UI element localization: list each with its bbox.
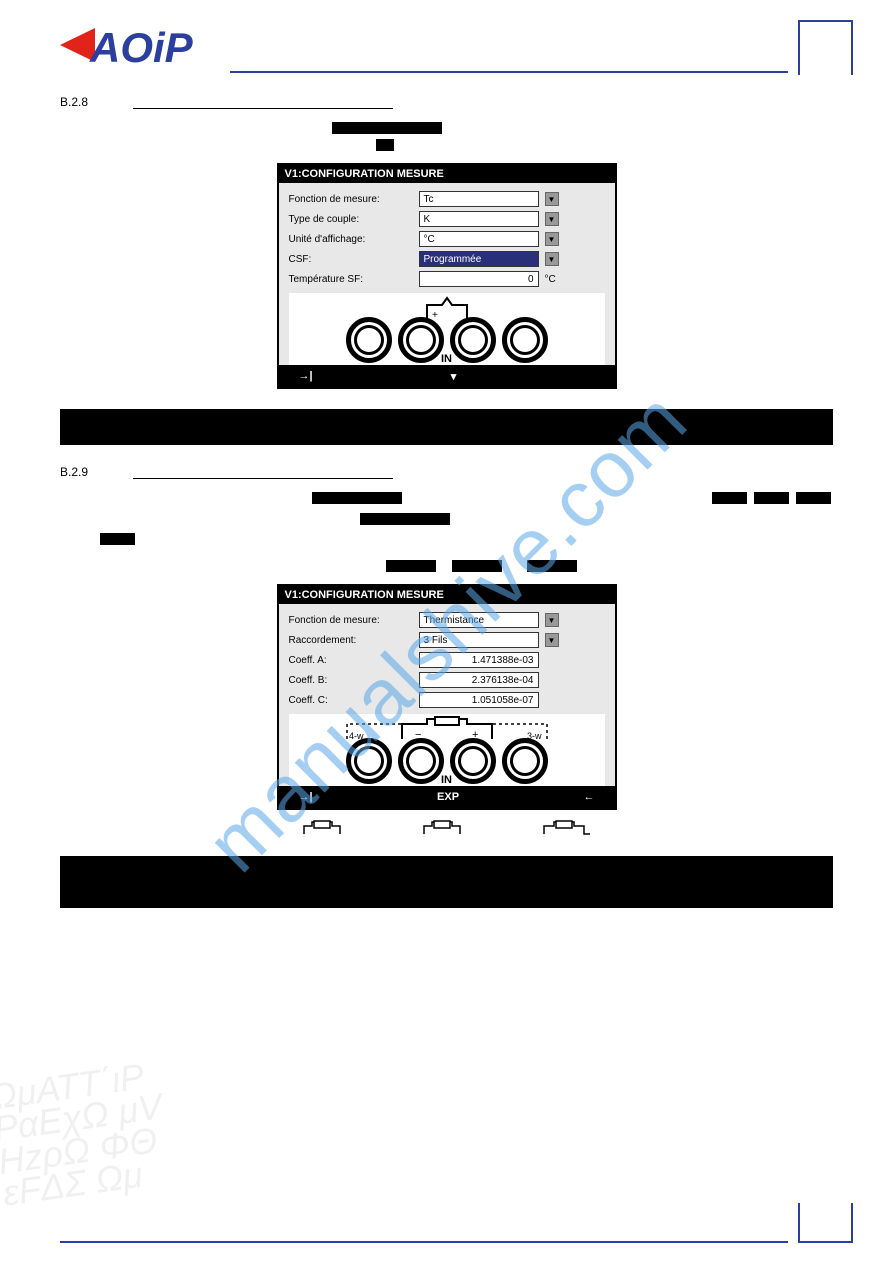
chevron-down-icon[interactable]: ▼	[545, 212, 559, 226]
redacted-bar	[60, 856, 833, 908]
connector-diagram: + IN	[289, 293, 605, 365]
jack-socket	[346, 317, 392, 363]
in-label: IN	[441, 774, 452, 786]
device-screenshot-thermistance: V1:CONFIGURATION MESURE Fonction de mesu…	[277, 584, 617, 810]
input-coeff-a[interactable]: 1.471388e-03	[419, 652, 539, 668]
input-temperature-sf[interactable]: 0	[419, 271, 539, 287]
tc-wiring-icon: +	[387, 295, 507, 325]
jack-socket	[450, 317, 496, 363]
form-row: Type de couple: K ▼	[289, 211, 605, 227]
input-coeff-b[interactable]: 2.376138e-04	[419, 672, 539, 688]
screen-title: V1:CONFIGURATION MESURE	[279, 586, 615, 604]
connector-diagram: 4-w 3-w − + IN	[289, 714, 605, 786]
redacted-text-block	[130, 120, 833, 153]
resistor-icon	[542, 820, 592, 836]
svg-text:AOiP: AOiP	[89, 24, 194, 71]
jack-socket	[346, 738, 392, 784]
aoip-logo: AOiP	[60, 20, 220, 75]
page-footer	[60, 1203, 853, 1243]
screen-body: Fonction de mesure:Thermistance ▼ Raccord…	[279, 604, 615, 786]
field-label: Raccordement:	[289, 635, 419, 646]
footer-rule	[60, 1241, 788, 1243]
dropdown-unite[interactable]: °C	[419, 231, 539, 247]
jack-socket	[398, 317, 444, 363]
section-title-line	[133, 465, 393, 479]
form-row: Unité d'affichage: °C ▼	[289, 231, 605, 247]
input-coeff-c[interactable]: 1.051058e-07	[419, 692, 539, 708]
form-row: CSF: Programmée ▼	[289, 251, 605, 267]
unit-label: °C	[545, 274, 556, 285]
jack-socket	[502, 738, 548, 784]
section-number: B.2.9	[60, 465, 130, 479]
device-screenshot-tc: V1:CONFIGURATION MESURE Fonction de mesu…	[277, 163, 617, 389]
field-label: Fonction de mesure:	[289, 194, 419, 205]
header-rule	[230, 71, 788, 73]
jack-socket	[502, 317, 548, 363]
softkey-tab-icon[interactable]: →|	[299, 791, 313, 803]
chevron-down-icon[interactable]: ▼	[545, 192, 559, 206]
screen-body: Fonction de mesure: Tc ▼ Type de couple:…	[279, 183, 615, 365]
section-number: B.2.8	[60, 95, 130, 109]
section-heading: B.2.9	[60, 465, 833, 482]
screen-softkey-bar: →| EXP ←	[279, 786, 615, 808]
dropdown-csf[interactable]: Programmée	[419, 251, 539, 267]
chevron-down-icon[interactable]: ▼	[545, 232, 559, 246]
chevron-down-icon[interactable]: ▼	[545, 252, 559, 266]
chevron-down-icon[interactable]: ▼	[545, 613, 559, 627]
softkey-exp[interactable]: EXP	[437, 791, 459, 803]
field-label: Unité d'affichage:	[289, 234, 419, 245]
softkey-back-icon[interactable]: ←	[584, 791, 595, 803]
field-label: CSF:	[289, 254, 419, 265]
field-label: Type de couple:	[289, 214, 419, 225]
dropdown-raccordement[interactable]: 3 Fils	[419, 632, 539, 648]
screen-softkey-bar: →| ▾	[279, 365, 615, 387]
softkey-down-icon[interactable]: ▾	[451, 370, 457, 383]
background-glyph-pattern: ΩμΑΤΤ΄ιΡΡαΕχΩ μVΗzρΩ ΦΘεFΔΣ Ωμ	[0, 1046, 273, 1280]
field-label: Fonction de mesure:	[289, 615, 419, 626]
page-header: AOiP	[0, 0, 893, 75]
field-label: Coeff. C:	[289, 695, 419, 706]
field-label: Coeff. A:	[289, 655, 419, 666]
dropdown-fonction[interactable]: Tc	[419, 191, 539, 207]
field-label: Coeff. B:	[289, 675, 419, 686]
dropdown-type-couple[interactable]: K	[419, 211, 539, 227]
header-corner-box	[798, 20, 853, 75]
form-row: Fonction de mesure: Tc ▼	[289, 191, 605, 207]
jack-socket	[450, 738, 496, 784]
form-row: Température SF: 0 °C	[289, 271, 605, 287]
screen-title: V1:CONFIGURATION MESURE	[279, 165, 615, 183]
in-label: IN	[441, 353, 452, 365]
section-heading: B.2.8	[60, 95, 833, 112]
softkey-tab-icon[interactable]: →|	[299, 370, 313, 382]
redacted-bar	[60, 409, 833, 445]
dropdown-fonction[interactable]: Thermistance	[419, 612, 539, 628]
jack-socket	[398, 738, 444, 784]
footer-corner-box	[798, 1203, 853, 1243]
resistor-icon	[302, 820, 342, 836]
section-title-line	[133, 95, 393, 109]
field-label: Température SF:	[289, 274, 419, 285]
resistor-symbols-row	[0, 820, 893, 836]
redacted-text-block	[130, 490, 833, 574]
resistor-icon	[422, 820, 462, 836]
chevron-down-icon[interactable]: ▼	[545, 633, 559, 647]
